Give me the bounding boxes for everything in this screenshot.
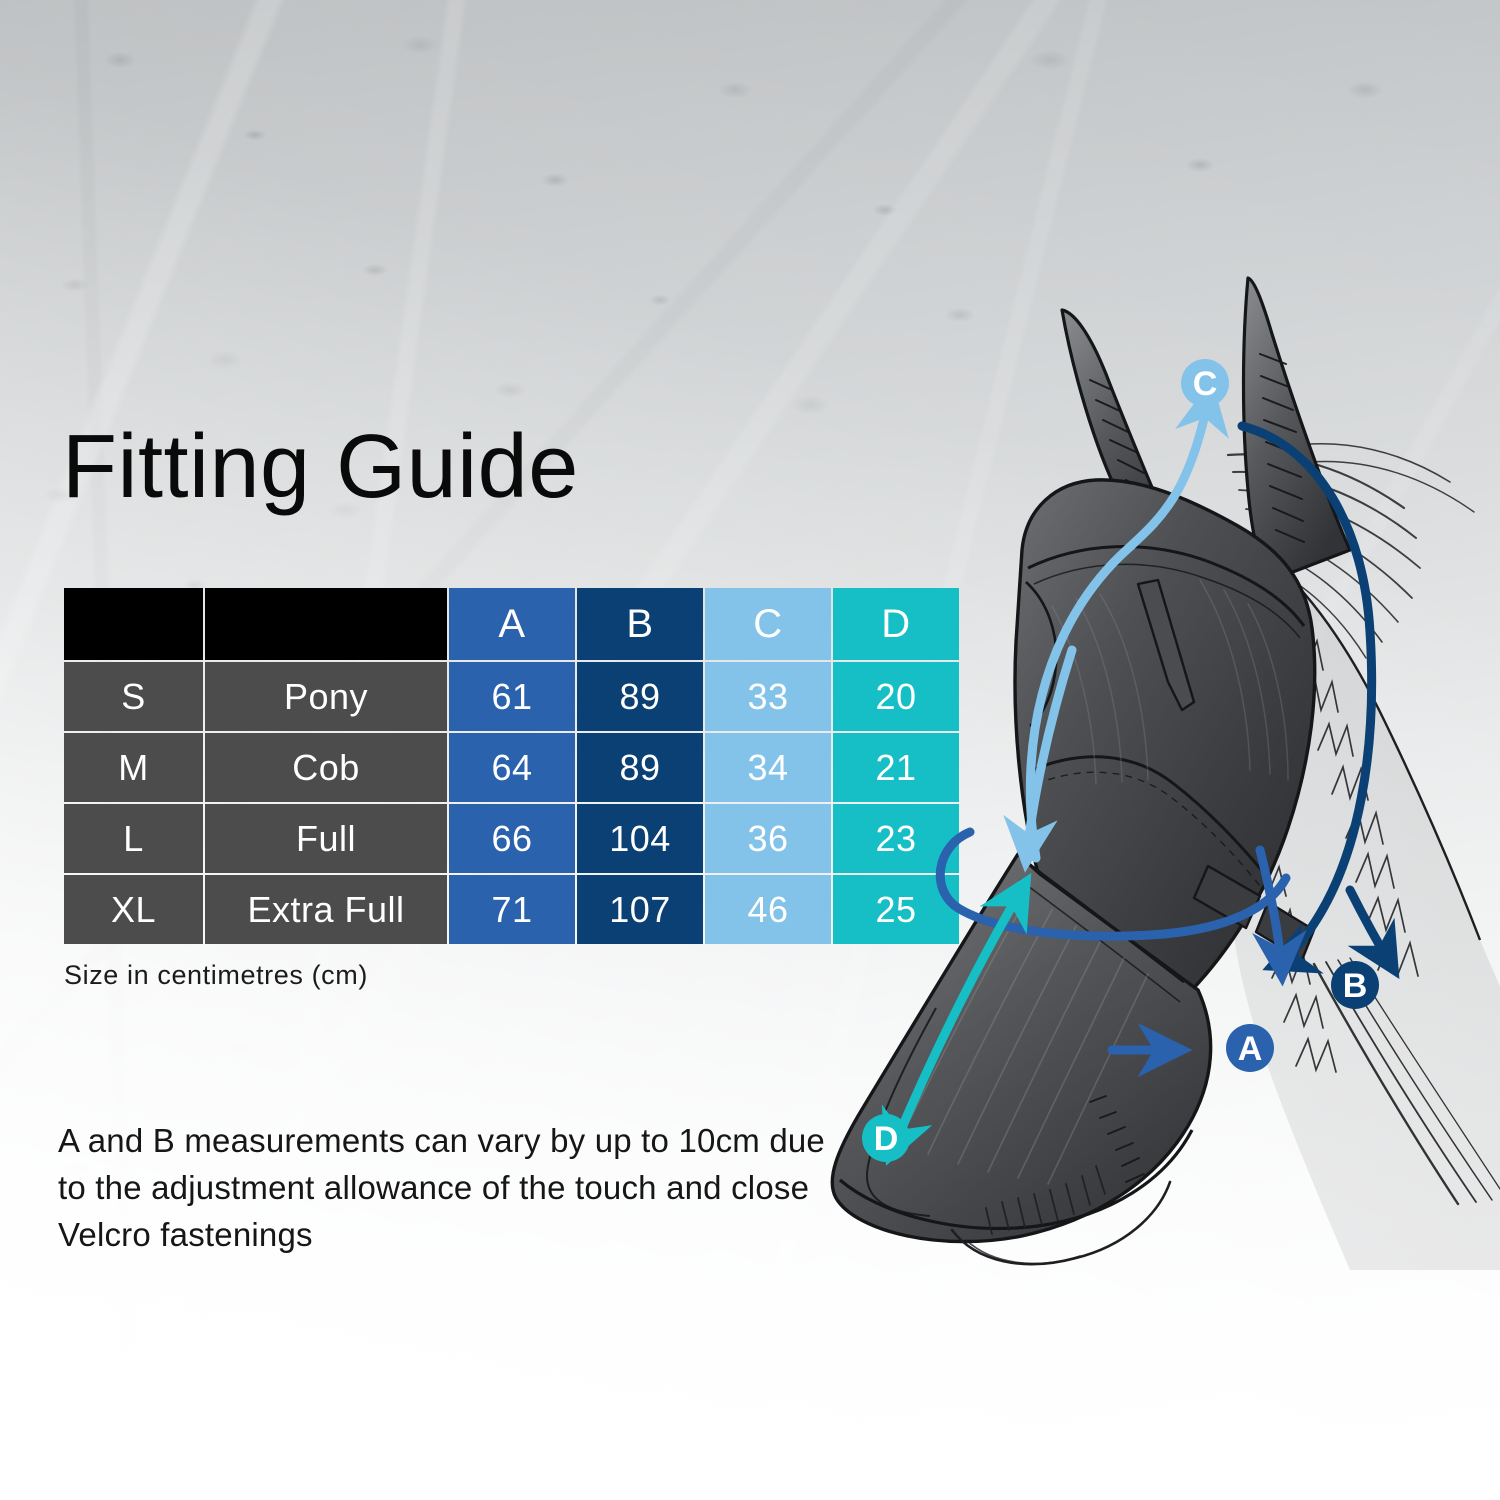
cell-value-d: 23 [833,804,959,873]
header-blank-size [64,588,203,660]
header-measure-b: B [577,588,703,660]
table-row: S Pony 61 89 33 20 [64,662,959,731]
marker-badge-a: A [1226,1024,1274,1072]
svg-text:D: D [874,1120,899,1158]
table-row: M Cob 64 89 34 21 [64,733,959,802]
table-row: XL Extra Full 71 107 46 25 [64,875,959,944]
cell-value-b: 89 [577,662,703,731]
cell-value-c: 36 [705,804,831,873]
marker-badge-c: C [1181,359,1229,407]
cell-value-c: 46 [705,875,831,944]
table-units-note: Size in centimetres (cm) [64,960,368,990]
header-blank-name [205,588,447,660]
svg-text:C: C [1193,365,1218,403]
measurement-arrow-d [881,872,1032,1166]
table-row: L Full 66 104 36 23 [64,804,959,873]
measurement-arc-c [1003,379,1229,873]
header-measure-c: C [705,588,831,660]
cell-size-name: Pony [205,662,447,731]
cell-size-name: Full [205,804,447,873]
cell-size-code: S [64,662,203,731]
cell-size-code: XL [64,875,203,944]
cell-value-d: 21 [833,733,959,802]
cell-value-a: 61 [449,662,575,731]
cell-value-b: 89 [577,733,703,802]
size-chart-table: A B C D S Pony 61 89 33 20 M Cob 64 89 3… [62,586,961,946]
horse-muzzle-sketch [950,1165,1172,1266]
cell-value-b: 107 [577,875,703,944]
measurement-arc-b [1237,421,1400,980]
marker-badge-d: D [862,1114,910,1162]
marker-badge-b: B [1331,961,1379,1009]
table-header-row: A B C D [64,588,959,660]
header-measure-a: A [449,588,575,660]
svg-text:B: B [1343,967,1368,1005]
header-measure-d: D [833,588,959,660]
cell-value-c: 34 [705,733,831,802]
cell-size-code: M [64,733,203,802]
page-title: Fitting Guide [62,417,579,517]
cell-value-a: 66 [449,804,575,873]
cell-value-a: 71 [449,875,575,944]
measurement-footnote: A and B measurements can vary by up to 1… [58,1122,825,1253]
svg-text:A: A [1238,1030,1263,1068]
cell-value-b: 104 [577,804,703,873]
cell-size-name: Extra Full [205,875,447,944]
cell-size-code: L [64,804,203,873]
cell-value-a: 64 [449,733,575,802]
cell-value-c: 33 [705,662,831,731]
horse-fly-mask-illustration: C A B D [790,250,1500,1270]
cell-value-d: 20 [833,662,959,731]
cell-size-name: Cob [205,733,447,802]
